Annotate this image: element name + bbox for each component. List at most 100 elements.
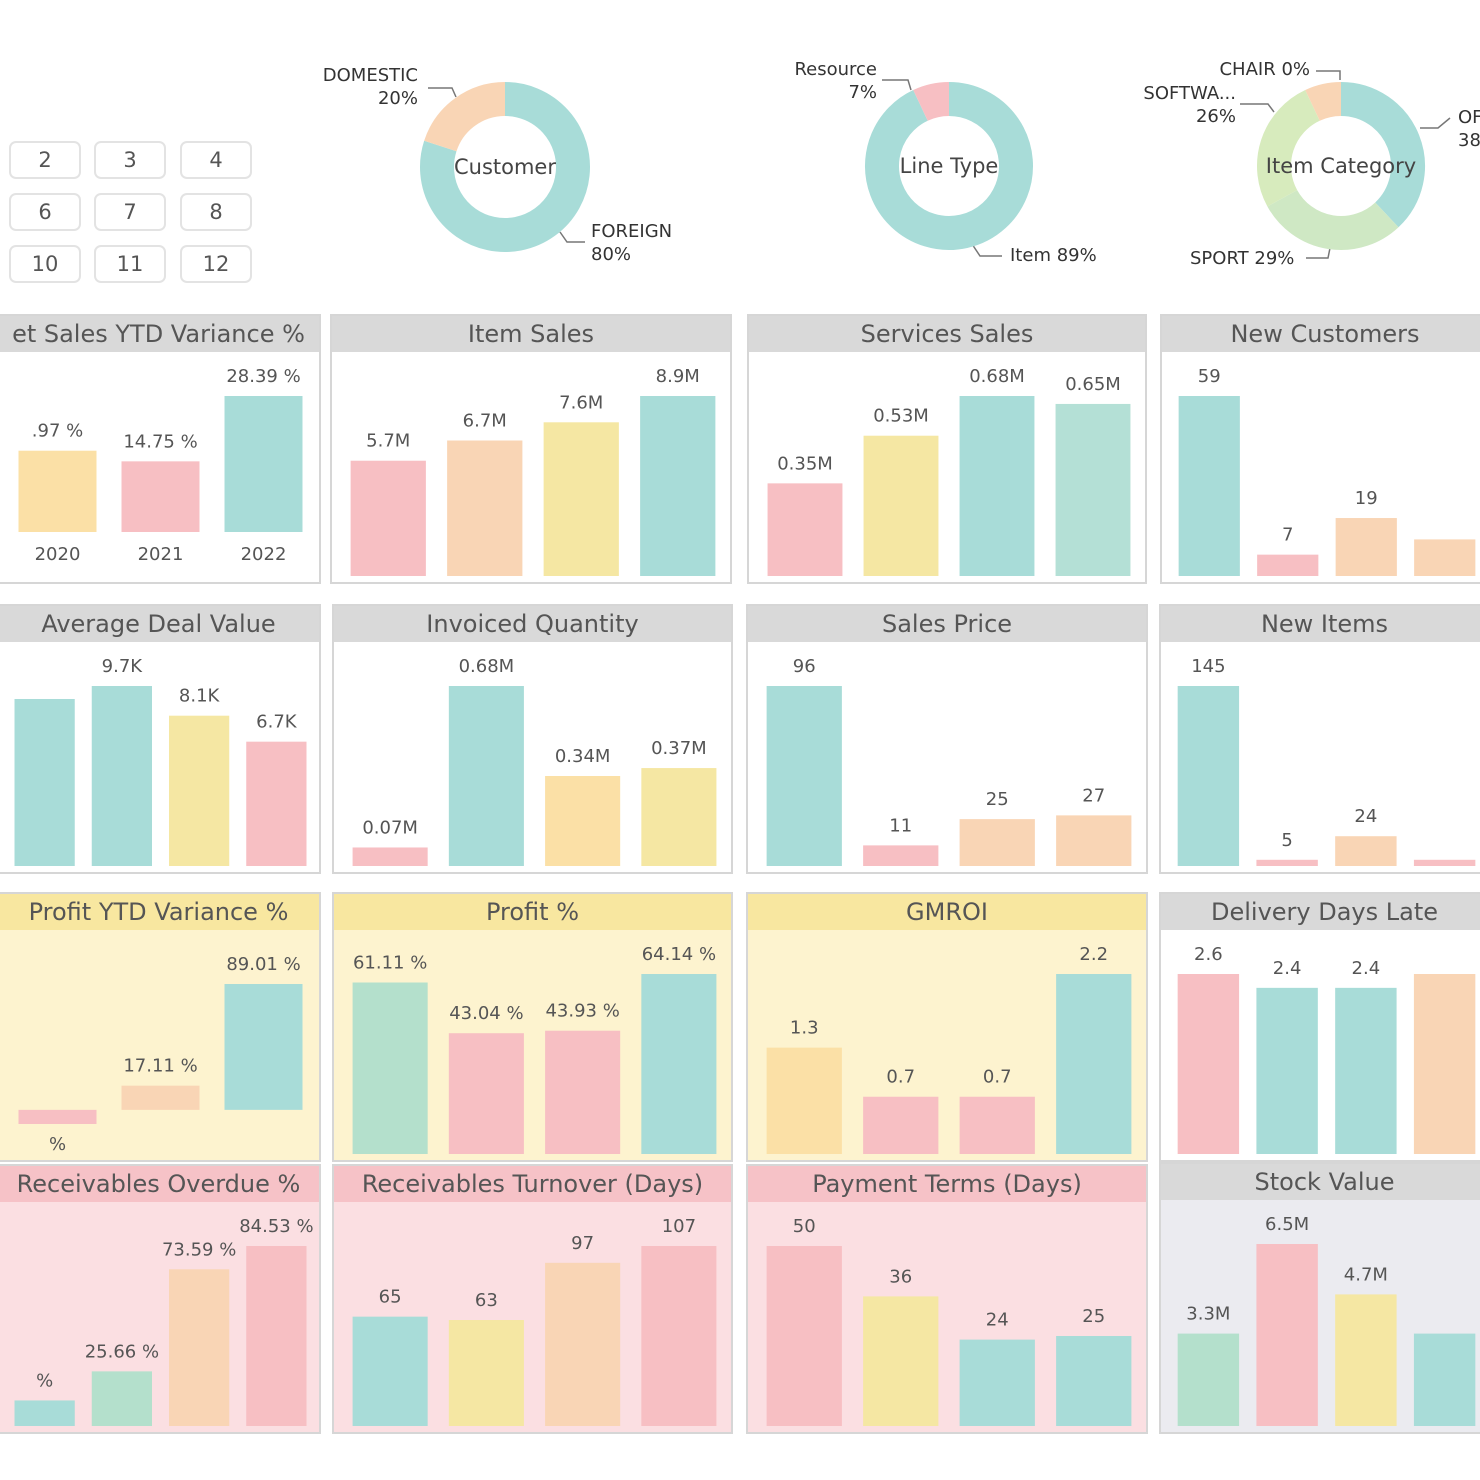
bar-2[interactable] bbox=[121, 1085, 200, 1110]
bar-4[interactable] bbox=[1413, 1333, 1476, 1426]
data-label: 59 bbox=[1198, 366, 1221, 387]
line-type-donut-chart[interactable]: Line Type bbox=[863, 80, 1035, 252]
bar-2[interactable] bbox=[91, 686, 153, 866]
bar-4[interactable] bbox=[640, 396, 716, 576]
payment-terms-card: Payment Terms (Days) 50 36 24 25 bbox=[746, 1164, 1148, 1434]
bar-2[interactable] bbox=[1256, 859, 1318, 866]
bar-2[interactable] bbox=[448, 1033, 524, 1154]
bar-1[interactable] bbox=[352, 982, 428, 1154]
month-button-8[interactable]: 8 bbox=[180, 193, 252, 231]
bar-1[interactable] bbox=[1177, 686, 1240, 866]
donut-slice-software[interactable] bbox=[1257, 90, 1321, 207]
donut-slice-sport[interactable] bbox=[1267, 189, 1399, 250]
data-label: 14.75 % bbox=[123, 431, 197, 452]
bar-3[interactable] bbox=[545, 1030, 621, 1154]
bar-1[interactable] bbox=[766, 1047, 842, 1154]
month-button-7[interactable]: 7 bbox=[94, 193, 166, 231]
bar-4[interactable] bbox=[1414, 539, 1476, 576]
bar-1[interactable] bbox=[766, 686, 842, 866]
bar-1[interactable] bbox=[1177, 974, 1240, 1154]
month-button-2[interactable]: 2 bbox=[9, 141, 81, 179]
bar-2[interactable] bbox=[863, 1296, 939, 1426]
bar-2[interactable] bbox=[863, 1096, 939, 1154]
bar-4[interactable] bbox=[641, 974, 717, 1154]
bar-2[interactable] bbox=[448, 686, 524, 866]
bar-2[interactable] bbox=[447, 440, 523, 576]
bar-4[interactable] bbox=[1413, 859, 1476, 866]
bar-1[interactable] bbox=[766, 1246, 842, 1426]
bar-4[interactable] bbox=[1056, 815, 1132, 866]
bar-3[interactable] bbox=[545, 1262, 621, 1426]
month-button-11[interactable]: 11 bbox=[94, 245, 166, 283]
bar-1[interactable] bbox=[14, 698, 75, 866]
bar-1[interactable] bbox=[350, 460, 426, 576]
bar-3[interactable] bbox=[543, 422, 619, 576]
donut-slice-chair[interactable] bbox=[1305, 82, 1342, 122]
donut-slice-item[interactable] bbox=[865, 82, 1033, 250]
month-button-6[interactable]: 6 bbox=[9, 193, 81, 231]
data-label: 0.53M bbox=[873, 406, 929, 427]
donut-label-item: Item 89% bbox=[1010, 245, 1097, 266]
bar-chart: 5.7M 6.7M 7.6M 8.9M bbox=[350, 366, 716, 576]
bar-3[interactable] bbox=[168, 1269, 230, 1426]
donut-slice-domestic[interactable] bbox=[424, 82, 506, 152]
data-label: 0.68M bbox=[459, 656, 515, 677]
donut-slice-office[interactable] bbox=[1340, 82, 1425, 228]
month-button-10[interactable]: 10 bbox=[9, 245, 81, 283]
new-customers-card: New Customers 59 7 19 bbox=[1160, 314, 1480, 584]
bar-2[interactable] bbox=[448, 1320, 524, 1426]
bar-1[interactable] bbox=[18, 450, 97, 532]
bar-2[interactable] bbox=[121, 461, 200, 532]
bar-3[interactable] bbox=[1335, 518, 1397, 576]
bar-3[interactable] bbox=[545, 776, 621, 866]
bar-3[interactable] bbox=[168, 715, 230, 866]
bar-1[interactable] bbox=[352, 1316, 428, 1426]
bar-1[interactable] bbox=[1177, 1333, 1240, 1426]
item-category-donut-chart[interactable]: Item Category bbox=[1255, 80, 1427, 252]
bar-chart: .97 % 2020 14.75 % 2021 28.39 % 2022 bbox=[18, 366, 303, 565]
bar-2[interactable] bbox=[1256, 987, 1318, 1154]
bar-4[interactable] bbox=[641, 768, 717, 866]
data-label: 73.59 % bbox=[162, 1239, 236, 1260]
bar-2[interactable] bbox=[91, 1371, 153, 1426]
bar-3[interactable] bbox=[959, 1339, 1035, 1426]
bar-3[interactable] bbox=[1335, 1294, 1397, 1426]
bar-1[interactable] bbox=[1178, 396, 1240, 576]
bar-4[interactable] bbox=[641, 1246, 717, 1426]
month-button-12[interactable]: 12 bbox=[180, 245, 252, 283]
bar-3[interactable] bbox=[959, 396, 1035, 576]
data-label: 0.7 bbox=[983, 1067, 1012, 1088]
customer-donut-chart[interactable]: Customer bbox=[418, 80, 592, 254]
bar-1[interactable] bbox=[18, 1109, 97, 1124]
bar-4[interactable] bbox=[246, 741, 307, 866]
data-label: 7.6M bbox=[559, 392, 603, 413]
bar-3[interactable] bbox=[959, 1096, 1035, 1154]
bar-4[interactable] bbox=[246, 1246, 307, 1426]
bar-3[interactable] bbox=[224, 396, 303, 532]
bar-4[interactable] bbox=[1056, 1336, 1132, 1426]
bar-3[interactable] bbox=[224, 984, 303, 1110]
data-label: 0.65M bbox=[1065, 374, 1121, 395]
month-button-4[interactable]: 4 bbox=[180, 141, 252, 179]
bar-3[interactable] bbox=[1335, 987, 1397, 1154]
card-title: Services Sales bbox=[749, 316, 1145, 352]
donut-slice-resource[interactable] bbox=[913, 82, 950, 122]
bar-1[interactable] bbox=[352, 847, 428, 866]
bar-2[interactable] bbox=[1257, 554, 1319, 576]
month-button-3[interactable]: 3 bbox=[94, 141, 166, 179]
bar-chart: % 25.66 % 73.59 %84.53 % bbox=[14, 1216, 314, 1426]
bar-2[interactable] bbox=[1256, 1244, 1318, 1426]
bar-2[interactable] bbox=[863, 435, 939, 576]
bar-4[interactable] bbox=[1055, 403, 1131, 576]
donut-label-foreign: FOREIGN 80% bbox=[591, 221, 673, 265]
donut-center-label: Item Category bbox=[1266, 154, 1416, 178]
bar-4[interactable] bbox=[1056, 974, 1132, 1154]
donut-slice-foreign[interactable] bbox=[420, 82, 590, 252]
bar-3[interactable] bbox=[959, 819, 1035, 866]
bar-2[interactable] bbox=[863, 845, 939, 866]
data-label: 8.1K bbox=[179, 686, 221, 707]
bar-1[interactable] bbox=[14, 1400, 75, 1426]
bar-1[interactable] bbox=[767, 483, 843, 576]
bar-4[interactable] bbox=[1413, 974, 1476, 1154]
bar-3[interactable] bbox=[1335, 836, 1397, 866]
